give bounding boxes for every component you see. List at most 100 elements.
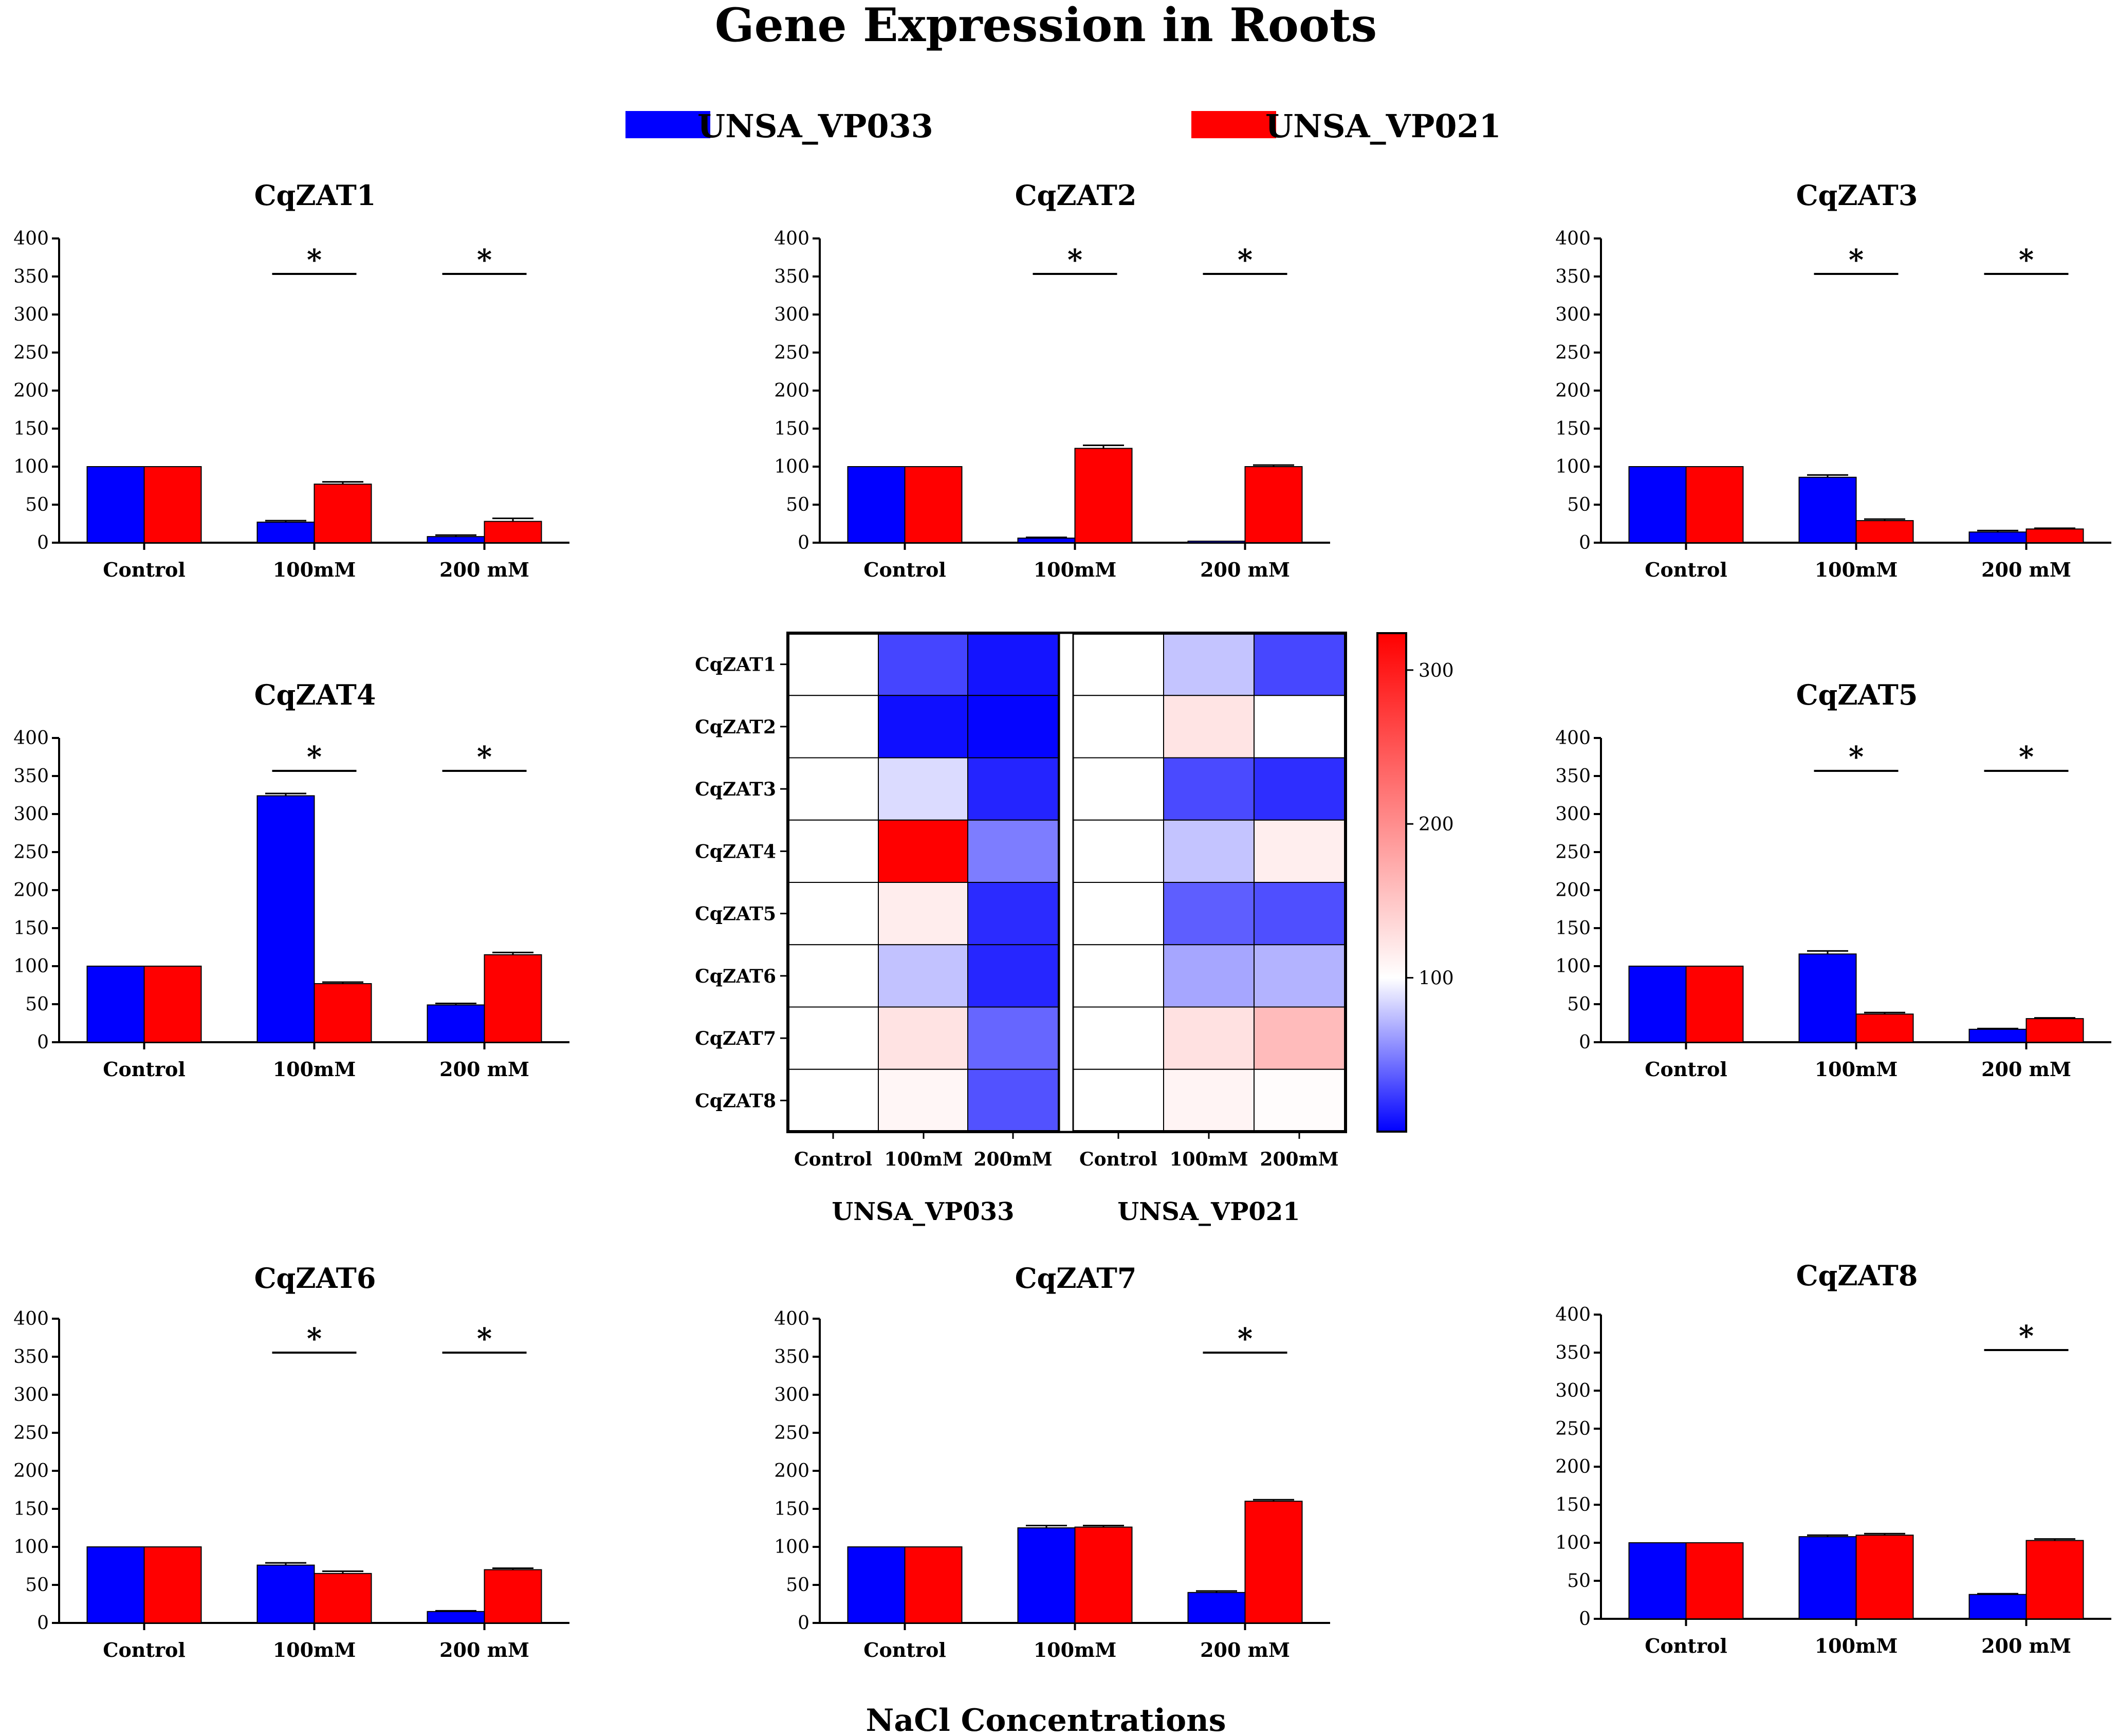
bar-unsa-vp021-100mm bbox=[1074, 448, 1133, 543]
heatmap-col-label: 200mM bbox=[973, 1149, 1052, 1170]
bar-unsa-vp033-200-mm bbox=[427, 536, 485, 544]
y-tick-label: 150 bbox=[774, 418, 809, 439]
error-bar bbox=[322, 1570, 363, 1574]
y-tick-label: 100 bbox=[13, 456, 49, 477]
heatmap-cell-cqzat8-1 bbox=[878, 1068, 969, 1132]
bar-unsa-vp033-200-mm bbox=[427, 1611, 485, 1624]
significance-marker: * bbox=[1814, 740, 1899, 774]
error-bar bbox=[1807, 474, 1848, 477]
x-tick-label: 100mM bbox=[1034, 1638, 1117, 1661]
y-tick-label: 50 bbox=[786, 494, 809, 515]
significance-star: * bbox=[1849, 740, 1864, 774]
heatmap-cell-cqzat1-5 bbox=[1254, 633, 1345, 696]
legend-swatch-unsa-vp021 bbox=[1191, 111, 1276, 138]
y-tick-label: 400 bbox=[774, 228, 809, 249]
panel-title: CqZAT2 bbox=[1015, 179, 1137, 212]
heatmap-row-label: CqZAT7 bbox=[695, 1028, 776, 1049]
heatmap-col-label: 200mM bbox=[1260, 1149, 1338, 1170]
panel-title: CqZAT3 bbox=[1796, 179, 1918, 212]
error-bar bbox=[1807, 1534, 1848, 1537]
y-tick-label: 100 bbox=[13, 956, 49, 977]
x-tick-label: 100mM bbox=[273, 1638, 356, 1661]
y-tick-label: 400 bbox=[1555, 728, 1591, 749]
y-tick-label: 300 bbox=[13, 804, 49, 825]
bar-unsa-vp021-200-mm bbox=[1244, 466, 1303, 543]
bar-unsa-vp021-control bbox=[143, 1546, 202, 1623]
bar-panel-cqzat8: CqZAT8 0 50 100 150 200 250 300 350 400 Control 100… bbox=[1555, 1259, 2111, 1657]
y-tick-label: 0 bbox=[1579, 532, 1591, 553]
y-tick-label: 300 bbox=[1555, 1380, 1591, 1401]
bar-panel-cqzat2: CqZAT2 0 50 100 150 200 250 300 350 400 Control 100… bbox=[774, 179, 1330, 581]
colorbar bbox=[1376, 632, 1407, 1133]
y-tick-label: 100 bbox=[13, 1537, 49, 1558]
heatmap-cell-cqzat2-4 bbox=[1163, 695, 1255, 759]
heatmap-cell-cqzat5-4 bbox=[1163, 882, 1255, 946]
y-tick-label: 300 bbox=[774, 304, 809, 325]
heatmap-cell-cqzat1-2 bbox=[967, 633, 1059, 696]
x-tick-label: 100mM bbox=[1815, 558, 1898, 581]
heatmap-col-label: 100mM bbox=[884, 1149, 963, 1170]
y-tick-label: 150 bbox=[13, 1499, 49, 1520]
panel-title: CqZAT4 bbox=[254, 678, 376, 711]
error-bar bbox=[435, 1003, 476, 1005]
error-bar bbox=[1864, 518, 1905, 521]
error-bar bbox=[265, 792, 306, 796]
y-tick-label: 350 bbox=[1555, 1342, 1591, 1363]
heatmap-row-label: CqZAT2 bbox=[695, 716, 776, 738]
bar-unsa-vp033-100mm bbox=[1798, 476, 1857, 543]
x-axis-title: NaCl Concentrations bbox=[865, 1703, 1226, 1736]
heatmap-cell-cqzat2-5 bbox=[1254, 695, 1345, 759]
legend-label-unsa-vp021: UNSA_VP021 bbox=[1265, 107, 1501, 145]
x-tick-label: Control bbox=[103, 1638, 186, 1661]
bar-unsa-vp021-200-mm bbox=[484, 1569, 542, 1623]
y-tick-label: 200 bbox=[1555, 380, 1591, 401]
y-tick-label: 150 bbox=[774, 1499, 809, 1520]
colorbar-tick-label: 200 bbox=[1419, 814, 1454, 835]
y-tick-label: 400 bbox=[1555, 228, 1591, 249]
y-tick-label: 300 bbox=[13, 1384, 49, 1406]
error-bar bbox=[1864, 1011, 1905, 1014]
error-bar bbox=[492, 518, 533, 522]
y-tick-label: 250 bbox=[13, 1423, 49, 1444]
heatmap-cell-cqzat7-4 bbox=[1163, 1006, 1255, 1070]
y-tick-label: 350 bbox=[13, 1346, 49, 1368]
significance-star: * bbox=[477, 1322, 492, 1356]
y-tick-label: 0 bbox=[37, 1613, 49, 1634]
y-tick-label: 300 bbox=[1555, 304, 1591, 325]
x-tick-label: 200 mM bbox=[1981, 1634, 2071, 1657]
heatmap-cell-cqzat3-4 bbox=[1163, 757, 1255, 821]
y-tick-label: 300 bbox=[1555, 804, 1591, 825]
bar-unsa-vp021-100mm bbox=[1855, 520, 1914, 544]
colorbar-tick-label: 300 bbox=[1419, 660, 1454, 681]
heatmap-cell-cqzat5-1 bbox=[878, 882, 969, 946]
y-tick-label: 200 bbox=[13, 880, 49, 901]
heatmap-cell-cqzat4-3 bbox=[1073, 819, 1164, 883]
y-tick-label: 50 bbox=[786, 1575, 809, 1596]
heatmap-group-separator bbox=[1058, 632, 1074, 1133]
heatmap-row-label: CqZAT6 bbox=[695, 966, 776, 987]
bar-unsa-vp021-control bbox=[143, 466, 202, 543]
bar-unsa-vp033-200-mm bbox=[1968, 1028, 2027, 1043]
bar-unsa-vp033-control bbox=[847, 466, 906, 543]
bar-panel-cqzat3: CqZAT3 0 50 100 150 200 250 300 350 400 Control 100… bbox=[1555, 179, 2111, 581]
bar-panel-cqzat5: CqZAT5 0 50 100 150 200 250 300 350 400 Control 100… bbox=[1555, 678, 2111, 1081]
error-bar bbox=[2034, 1017, 2075, 1019]
bar-unsa-vp021-control bbox=[143, 966, 202, 1043]
heatmap-group-label: UNSA_VP033 bbox=[832, 1197, 1014, 1226]
y-tick-label: 400 bbox=[13, 1308, 49, 1329]
bar-unsa-vp033-100mm bbox=[1017, 1527, 1076, 1623]
panel-title: CqZAT6 bbox=[254, 1262, 376, 1295]
bar-unsa-vp033-200-mm bbox=[1968, 531, 2027, 544]
bar-unsa-vp033-200-mm bbox=[1187, 1592, 1246, 1624]
heatmap-cell-cqzat8-0 bbox=[787, 1068, 879, 1132]
heatmap-cell-cqzat2-1 bbox=[878, 695, 969, 759]
error-bar bbox=[492, 1567, 533, 1570]
heatmap-cell-cqzat7-0 bbox=[787, 1006, 879, 1070]
bar-unsa-vp021-100mm bbox=[1855, 1535, 1914, 1619]
heatmap-cell-cqzat5-0 bbox=[787, 882, 879, 946]
bar-unsa-vp033-100mm bbox=[1798, 953, 1857, 1043]
bar-unsa-vp021-control bbox=[1685, 966, 1744, 1043]
bar-panel-cqzat7: CqZAT7 0 50 100 150 200 250 300 350 400 Control 100… bbox=[774, 1262, 1330, 1661]
significance-star: * bbox=[307, 740, 322, 774]
